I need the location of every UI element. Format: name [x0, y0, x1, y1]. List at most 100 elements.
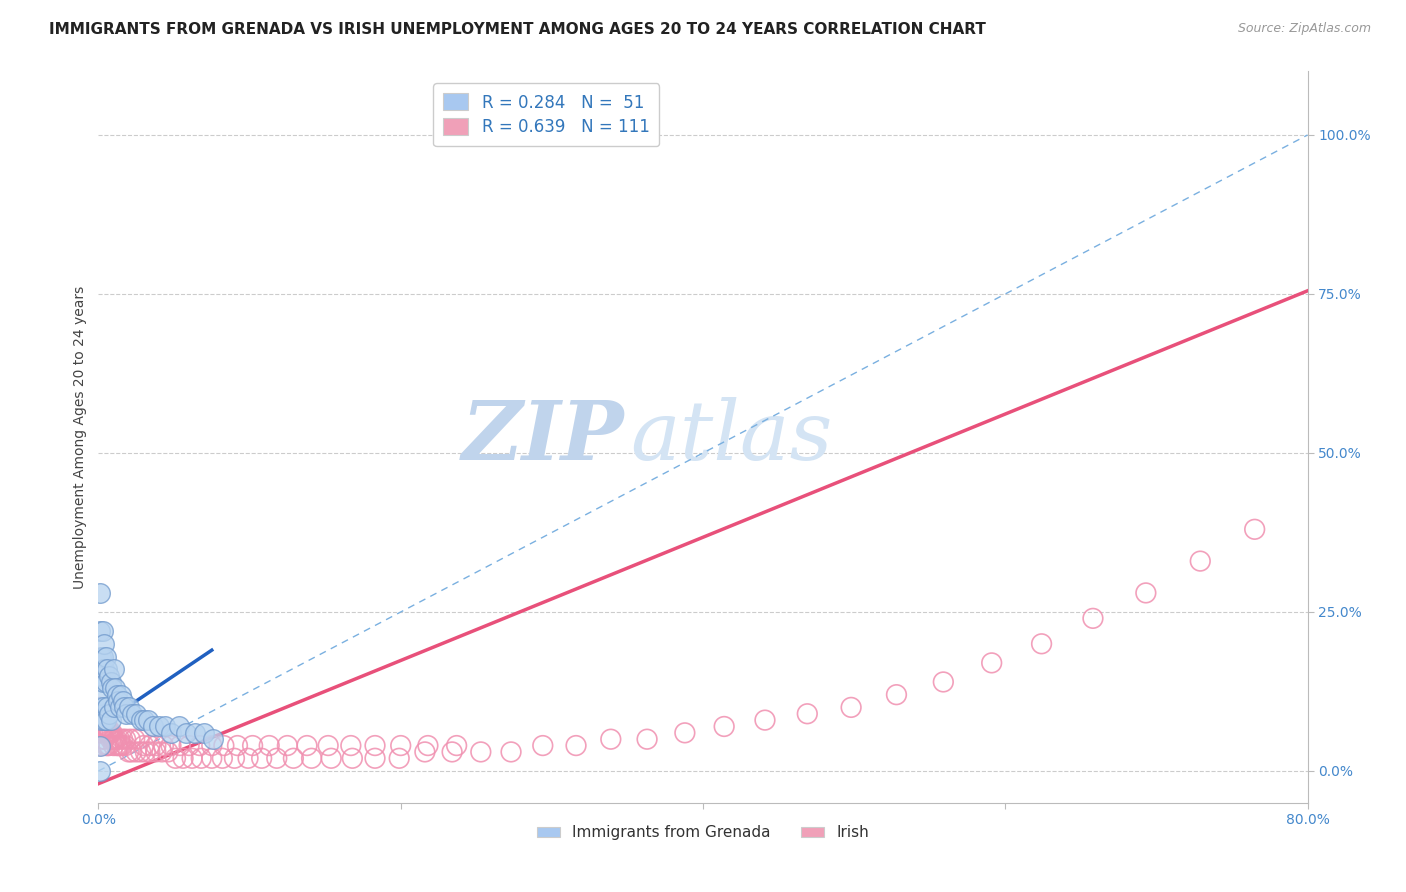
- Point: [91, 719, 114, 733]
- Point: [108, 739, 131, 753]
- Point: [93, 719, 115, 733]
- Point: [125, 706, 148, 721]
- Point: [91, 624, 114, 638]
- Point: [201, 751, 224, 765]
- Point: [107, 694, 129, 708]
- Point: [125, 745, 148, 759]
- Point: [980, 656, 1002, 670]
- Point: [1189, 554, 1212, 568]
- Point: [89, 764, 111, 778]
- Point: [636, 732, 658, 747]
- Point: [531, 739, 554, 753]
- Point: [139, 745, 162, 759]
- Point: [89, 739, 111, 753]
- Point: [121, 706, 143, 721]
- Point: [114, 739, 136, 753]
- Point: [242, 739, 264, 753]
- Point: [179, 739, 201, 753]
- Point: [1031, 637, 1053, 651]
- Point: [105, 688, 128, 702]
- Point: [111, 732, 134, 747]
- Point: [98, 726, 121, 740]
- Point: [94, 739, 117, 753]
- Text: Source: ZipAtlas.com: Source: ZipAtlas.com: [1237, 22, 1371, 36]
- Point: [416, 739, 439, 753]
- Point: [94, 726, 117, 740]
- Point: [103, 739, 125, 753]
- Point: [150, 745, 173, 759]
- Point: [89, 624, 111, 638]
- Point: [90, 649, 112, 664]
- Point: [107, 739, 129, 753]
- Point: [167, 719, 190, 733]
- Point: [104, 681, 127, 696]
- Point: [153, 719, 176, 733]
- Point: [96, 700, 118, 714]
- Point: [172, 751, 194, 765]
- Point: [257, 739, 280, 753]
- Point: [105, 739, 128, 753]
- Point: [120, 732, 142, 747]
- Point: [98, 668, 121, 682]
- Point: [211, 751, 233, 765]
- Point: [94, 719, 117, 733]
- Point: [96, 726, 118, 740]
- Point: [98, 706, 121, 721]
- Point: [165, 751, 187, 765]
- Point: [441, 745, 464, 759]
- Point: [184, 726, 207, 740]
- Point: [142, 719, 165, 733]
- Point: [224, 751, 246, 765]
- Point: [98, 739, 121, 753]
- Point: [110, 739, 132, 753]
- Point: [118, 700, 141, 714]
- Point: [156, 745, 179, 759]
- Point: [89, 739, 111, 753]
- Point: [174, 726, 197, 740]
- Legend: Immigrants from Grenada, Irish: Immigrants from Grenada, Irish: [531, 819, 875, 847]
- Point: [90, 726, 112, 740]
- Point: [169, 739, 191, 753]
- Point: [713, 719, 735, 733]
- Point: [1135, 586, 1157, 600]
- Point: [96, 739, 118, 753]
- Point: [342, 751, 364, 765]
- Point: [283, 751, 305, 765]
- Point: [108, 700, 131, 714]
- Point: [132, 713, 155, 727]
- Point: [93, 713, 115, 727]
- Point: [94, 713, 117, 727]
- Text: atlas: atlas: [630, 397, 832, 477]
- Point: [446, 739, 468, 753]
- Point: [118, 745, 141, 759]
- Point: [93, 732, 115, 747]
- Point: [100, 726, 122, 740]
- Point: [499, 745, 522, 759]
- Point: [202, 732, 225, 747]
- Point: [89, 700, 111, 714]
- Point: [236, 751, 259, 765]
- Point: [108, 732, 131, 747]
- Point: [100, 675, 122, 690]
- Point: [94, 649, 117, 664]
- Point: [101, 726, 124, 740]
- Point: [121, 745, 143, 759]
- Point: [188, 739, 211, 753]
- Point: [100, 713, 122, 727]
- Point: [129, 713, 152, 727]
- Point: [226, 739, 249, 753]
- Point: [91, 732, 114, 747]
- Point: [145, 739, 167, 753]
- Point: [321, 751, 343, 765]
- Point: [1243, 522, 1265, 536]
- Point: [276, 739, 298, 753]
- Point: [90, 706, 112, 721]
- Point: [413, 745, 436, 759]
- Point: [124, 732, 146, 747]
- Point: [89, 713, 111, 727]
- Point: [91, 700, 114, 714]
- Point: [565, 739, 588, 753]
- Point: [100, 732, 122, 747]
- Point: [103, 662, 125, 676]
- Point: [114, 706, 136, 721]
